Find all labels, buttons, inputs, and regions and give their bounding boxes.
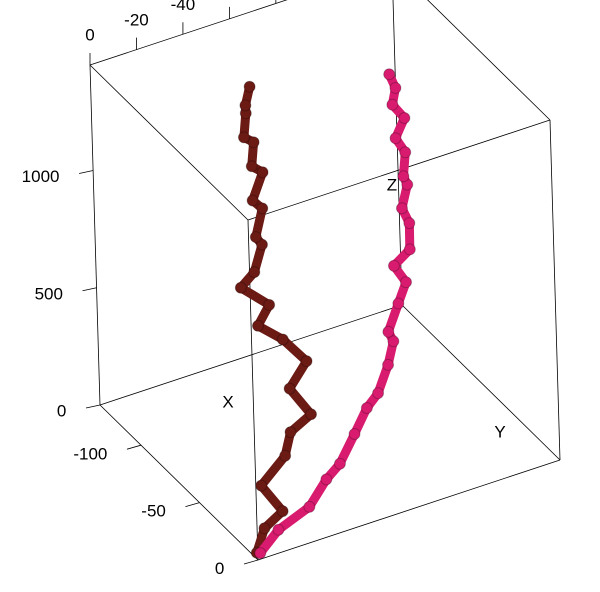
point [276, 333, 289, 346]
point [237, 131, 250, 144]
point [320, 473, 333, 486]
point [276, 505, 289, 518]
point [243, 80, 256, 93]
point [389, 132, 402, 145]
trace-line [255, 69, 415, 558]
point [389, 81, 402, 94]
point [255, 238, 268, 251]
y-tick-label: -50 [141, 502, 166, 521]
point [255, 479, 268, 492]
z-tick-label: 1000 [22, 167, 60, 186]
point [398, 111, 411, 124]
box-edge [89, 0, 288, 66]
point [386, 98, 399, 111]
box-edge [99, 304, 403, 406]
box-edge [89, 64, 249, 221]
point [403, 217, 416, 230]
y-tick-mark [126, 444, 142, 450]
point [256, 166, 269, 179]
box-edge [549, 119, 561, 461]
point [397, 170, 410, 183]
point [382, 325, 395, 338]
point [395, 202, 408, 215]
point [256, 202, 269, 215]
z-tick-label: 0 [57, 402, 66, 421]
box-edge [257, 459, 561, 561]
point [300, 355, 313, 368]
box-edge [89, 64, 101, 406]
y-tick-mark [185, 502, 200, 507]
box-edge [401, 304, 561, 461]
z-axis-label: Z [387, 175, 397, 194]
x-tick-label: -40 [171, 0, 196, 14]
point [263, 298, 276, 311]
point [387, 259, 400, 272]
point [248, 266, 261, 279]
point [246, 194, 259, 207]
point [403, 243, 416, 256]
point [249, 231, 262, 244]
point [382, 358, 395, 371]
box-edge [427, 0, 551, 121]
point [372, 387, 385, 400]
point [239, 99, 252, 112]
y-tick-label: -100 [73, 444, 107, 463]
point [392, 297, 405, 310]
y-tick-label: 0 [215, 559, 224, 578]
point [254, 547, 267, 560]
point [383, 68, 396, 81]
point [284, 426, 297, 439]
point [387, 335, 400, 348]
point [245, 160, 258, 173]
z-tick-mark [85, 404, 101, 409]
point [279, 449, 292, 462]
point [303, 500, 316, 513]
point [360, 402, 373, 415]
point [305, 408, 318, 421]
point [272, 523, 285, 536]
point [251, 319, 264, 332]
z-tick-mark [82, 287, 97, 292]
box-edge [247, 119, 551, 221]
point [247, 136, 260, 149]
x-axis-label: X [222, 392, 233, 411]
z-tick-mark [79, 170, 94, 174]
point [283, 382, 296, 395]
point [348, 427, 361, 440]
point [400, 276, 413, 289]
trace-line [236, 82, 316, 558]
z-tick-label: 500 [35, 284, 63, 303]
y-axis-label: Y [494, 422, 505, 441]
point [234, 281, 247, 294]
point [258, 522, 271, 535]
point [333, 457, 346, 470]
x-tick-label: -20 [124, 10, 149, 29]
x-tick-label: 0 [85, 26, 94, 45]
y-tick-mark [243, 559, 259, 565]
box-edge [99, 404, 259, 561]
point [399, 146, 412, 159]
